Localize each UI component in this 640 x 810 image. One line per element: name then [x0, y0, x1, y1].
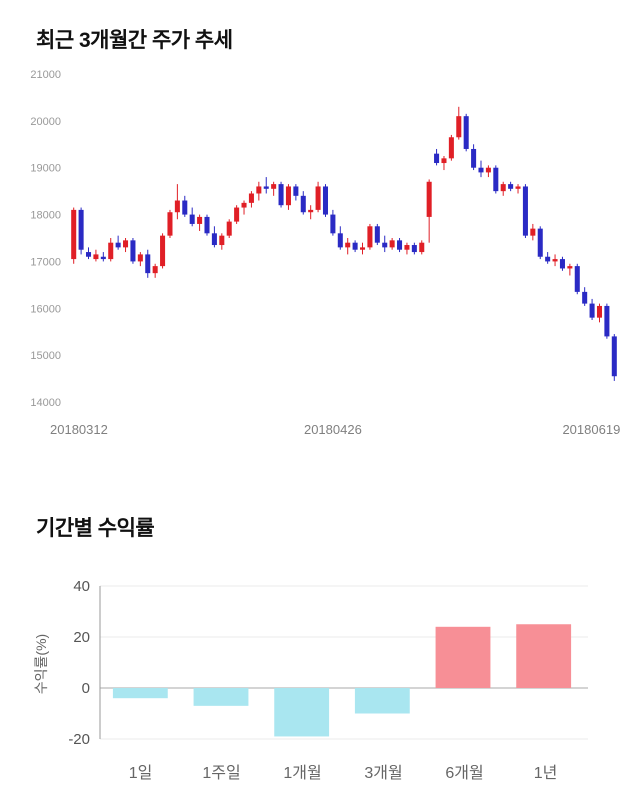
bar-category-label: 3개월	[364, 765, 403, 782]
svg-text:0: 0	[82, 680, 90, 697]
svg-text:21000: 21000	[30, 69, 61, 81]
returns-y-axis-label-text: 수익률(%)	[33, 633, 50, 694]
svg-text:20180426: 20180426	[304, 422, 362, 437]
returns-y-axis-label: 수익률(%)	[30, 576, 52, 751]
candlestick-chart: 14000 15000 16000 17000 18000 19000 20000 21000…	[8, 64, 640, 446]
svg-text:17000: 17000	[30, 256, 61, 268]
returns-title: 기간별 수익률	[36, 517, 155, 540]
svg-text:19000: 19000	[30, 163, 61, 175]
svg-text:-20: -20	[68, 731, 90, 748]
bar-category-label: 6개월	[445, 765, 484, 782]
svg-text:14000: 14000	[30, 397, 61, 409]
bar-category-label: 1개월	[283, 765, 322, 782]
bar-category-row: 1일 1주일 1개월 3개월 6개월 1년	[100, 759, 586, 783]
bar-category-label: 1년	[533, 765, 558, 782]
bar-plot: 40 20 0 -20	[68, 578, 588, 748]
svg-text:20000: 20000	[30, 116, 61, 128]
svg-text:16000: 16000	[30, 303, 61, 315]
svg-text:20: 20	[73, 629, 90, 646]
returns-bar-chart: 수익률(%) 40 20 0 -20 1일 1주일 1개월 3개월 6개월 1년	[30, 576, 640, 783]
bar-category-label: 1일	[128, 765, 153, 782]
svg-text:40: 40	[73, 578, 90, 595]
svg-text:18000: 18000	[30, 210, 61, 222]
price-trend-title: 최근 3개월간 주가 추세	[36, 29, 233, 52]
svg-text:20180619: 20180619	[562, 422, 620, 437]
candlestick-plot: 14000 15000 16000 17000 18000 19000 20000 21000…	[30, 69, 620, 437]
svg-text:15000: 15000	[30, 350, 61, 362]
svg-text:20180312: 20180312	[50, 422, 108, 437]
bar-category-label: 1주일	[202, 765, 241, 782]
